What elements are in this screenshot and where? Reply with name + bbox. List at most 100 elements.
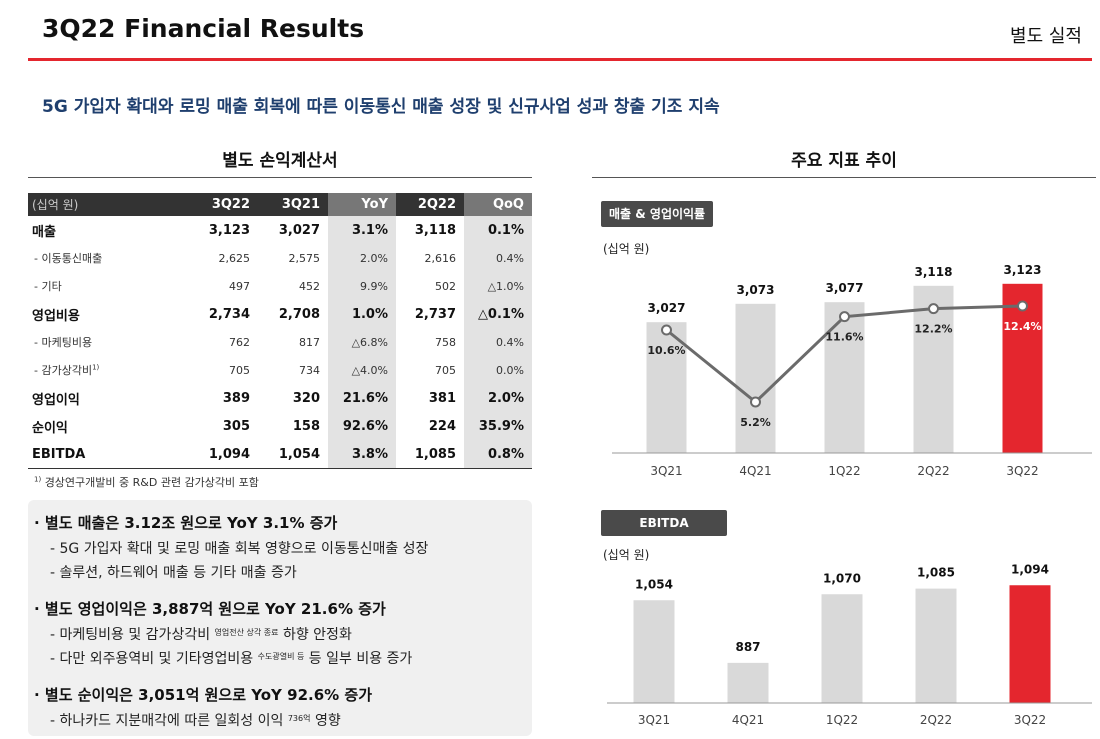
table-cell: 2,625 <box>218 251 251 265</box>
operating-margin-point <box>839 311 850 323</box>
col-header: 3Q22 <box>188 193 258 216</box>
table-cell: 2,708 <box>278 306 320 322</box>
x-tick-label: 3Q21 <box>650 464 682 478</box>
ebitda-bar <box>727 662 769 703</box>
ebitda-chart: 1,054 3Q21 887 4Q21 1,070 1Q22 1,085 2Q22 1,094 3… <box>607 562 1092 727</box>
operating-margin-label: 5.2% <box>740 416 771 429</box>
operating-margin-point <box>750 396 761 408</box>
table-cell: △0.1% <box>464 300 532 328</box>
table-cell: 305 <box>222 418 250 434</box>
header-divider <box>28 58 1092 61</box>
row-label: EBITDA <box>28 440 188 469</box>
detail-note: 수도광열비 등 <box>257 652 305 661</box>
table-cell: 1,054 <box>258 440 328 469</box>
detail-text: - 하나카드 지분매각에 따른 일회성 이익 <box>50 713 284 729</box>
operating-margin-label: 12.2% <box>914 323 952 336</box>
ebitda-chart-tag: EBITDA <box>601 510 727 536</box>
row-label: - 이동통신매출 <box>28 244 188 272</box>
ebitda-value-label: 1,085 <box>917 566 955 580</box>
bullet-net-income-heading: · 별도 순이익은 3,051억 원으로 YoY 92.6% 증가 <box>34 686 372 704</box>
operating-margin-label: 11.6% <box>825 331 863 344</box>
ebitda-value-label: 1,054 <box>635 577 673 591</box>
summary-box: · 별도 매출은 3.12조 원으로 YoY 3.1% 증가 - 5G 가입자 … <box>28 500 532 736</box>
table-cell: 2,737 <box>414 306 456 322</box>
table-cell: 705 <box>435 363 456 377</box>
table-cell: 0.0% <box>464 356 532 384</box>
table-cell: 758 <box>435 335 456 349</box>
table-cell: 35.9% <box>464 412 532 440</box>
bullet-op-income-heading: · 별도 영업이익은 3,887억 원으로 YoY 21.6% 증가 <box>34 600 386 618</box>
ebitda-chart-unit: (십억 원) <box>603 548 650 562</box>
table-cell: 734 <box>299 363 320 377</box>
table-cell: 452 <box>299 279 320 293</box>
row-label-text: - 감가상각비 <box>34 364 93 377</box>
bullet-revenue-detail: - 5G 가입자 확대 및 로밍 매출 회복 영향으로 이동통신매출 성장 <box>50 541 429 557</box>
table-cell: 2,575 <box>288 251 321 265</box>
table-row: - 감가상각비1) 705 734 △4.0% 705 0.0% <box>28 356 532 384</box>
ebitda-value-label: 1,070 <box>823 571 861 585</box>
row-label-text: - 기타 <box>34 280 62 293</box>
table-cell: 0.4% <box>464 328 532 356</box>
table-row: EBITDA 1,094 1,054 3.8% 1,085 0.8% <box>28 440 532 469</box>
footnote-mark: 1) <box>34 475 42 484</box>
table-cell: 705 <box>229 363 250 377</box>
table-cell: 0.8% <box>464 440 532 469</box>
revenue-value-label: 3,027 <box>648 301 686 315</box>
section-label: 별도 실적 <box>1010 26 1082 47</box>
table-row: 순이익 305 158 92.6% 224 35.9% <box>28 412 532 440</box>
table-row: 매출 3,123 3,027 3.1% 3,118 0.1% <box>28 216 532 244</box>
revenue-margin-chart: 3,027 3Q21 3,073 4Q21 3,077 1Q22 3,118 2Q22 3,12… <box>612 263 1092 478</box>
operating-margin-label: 12.4% <box>1003 320 1041 333</box>
table-cell: 762 <box>229 335 250 349</box>
revenue-bar <box>735 303 776 453</box>
table-cell: △4.0% <box>328 356 396 384</box>
headline: 5G 가입자 확대와 로밍 매출 회복에 따른 이동통신 매출 성장 및 신규사… <box>42 97 720 117</box>
ebitda-value-label: 887 <box>735 640 760 654</box>
table-cell: 502 <box>435 279 456 293</box>
row-label-text: 매출 <box>32 224 56 240</box>
col-header: 3Q21 <box>258 193 328 216</box>
row-label: 매출 <box>28 216 188 244</box>
page-title: 3Q22 Financial Results <box>42 14 365 43</box>
x-tick-label: 2Q22 <box>920 713 952 727</box>
table-cell: 497 <box>229 279 250 293</box>
table-cell: 381 <box>428 390 456 406</box>
table-cell: 3,027 <box>278 222 320 238</box>
table-cell: 2.0% <box>328 244 396 272</box>
table-cell: △1.0% <box>464 272 532 300</box>
table-row: 영업비용 2,734 2,708 1.0% 2,737 △0.1% <box>28 300 532 328</box>
table-row: - 이동통신매출 2,625 2,575 2.0% 2,616 0.4% <box>28 244 532 272</box>
col-header: QoQ <box>464 193 532 216</box>
table-row: - 마케팅비용 762 817 △6.8% 758 0.4% <box>28 328 532 356</box>
x-tick-label: 1Q22 <box>826 713 858 727</box>
revenue-value-label: 3,077 <box>826 281 864 295</box>
table-cell: 92.6% <box>328 412 396 440</box>
detail-note: 영업전산 상각 종료 <box>214 628 279 637</box>
x-tick-label: 3Q22 <box>1014 713 1046 727</box>
table-row: - 기타 497 452 9.9% 502 △1.0% <box>28 272 532 300</box>
ebitda-value-label: 1,094 <box>1011 562 1049 576</box>
table-cell: 2,734 <box>208 306 250 322</box>
col-header: YoY <box>328 193 396 216</box>
detail-text: - 다만 외주용역비 및 기타영업비용 <box>50 651 254 667</box>
bullet-net-income-detail: - 하나카드 지분매각에 따른 일회성 이익 736억 영향 <box>50 710 341 730</box>
table-cell: 320 <box>292 390 320 406</box>
row-label: - 감가상각비1) <box>28 356 188 384</box>
unit-header: (십억 원) <box>28 193 188 216</box>
detail-text: 하향 안정화 <box>282 627 352 643</box>
table-title: 별도 손익계산서 <box>222 151 338 171</box>
revenue-chart-unit: (십억 원) <box>603 242 650 256</box>
row-label-text: 순이익 <box>32 420 68 436</box>
x-tick-label: 1Q22 <box>828 464 860 478</box>
row-label-text: 영업이익 <box>32 392 80 408</box>
row-label: 순이익 <box>28 412 188 440</box>
row-label-footnote-mark: 1) <box>92 363 100 372</box>
revenue-bar <box>646 322 687 453</box>
income-statement-table: (십억 원) 3Q22 3Q21 YoY 2Q22 QoQ 매출 3,123 3,0… <box>28 193 532 469</box>
table-cell: 158 <box>292 418 320 434</box>
table-cell: 0.1% <box>464 216 532 244</box>
x-tick-label: 3Q22 <box>1006 464 1038 478</box>
row-label: - 마케팅비용 <box>28 328 188 356</box>
table-cell: 3.1% <box>328 216 396 244</box>
table-cell: 3,123 <box>208 222 250 238</box>
